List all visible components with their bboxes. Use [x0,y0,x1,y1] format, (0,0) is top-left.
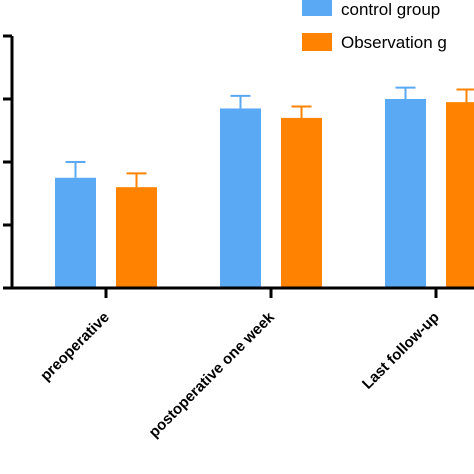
category-label: postoperative one week [146,308,279,441]
category-labels-group: preoperative postoperative one week Last f… [37,308,443,441]
bar [116,187,157,288]
x-ticks-group [104,288,438,298]
bar [446,102,474,289]
bars-group [55,99,474,289]
bar [281,117,322,289]
y-ticks-group [3,34,12,290]
category-label: preoperative [37,309,113,385]
legend-swatch [302,0,332,16]
error-bars-group [65,86,474,188]
legend: control group Observation g [302,0,447,52]
legend-label: control group [341,0,440,19]
legend-swatch [302,33,332,51]
bar [55,177,96,288]
bar [220,108,261,288]
category-label: Last follow-up [359,309,443,393]
legend-label: Observation g [341,33,447,52]
bar [385,99,426,288]
axes-group [3,34,474,298]
